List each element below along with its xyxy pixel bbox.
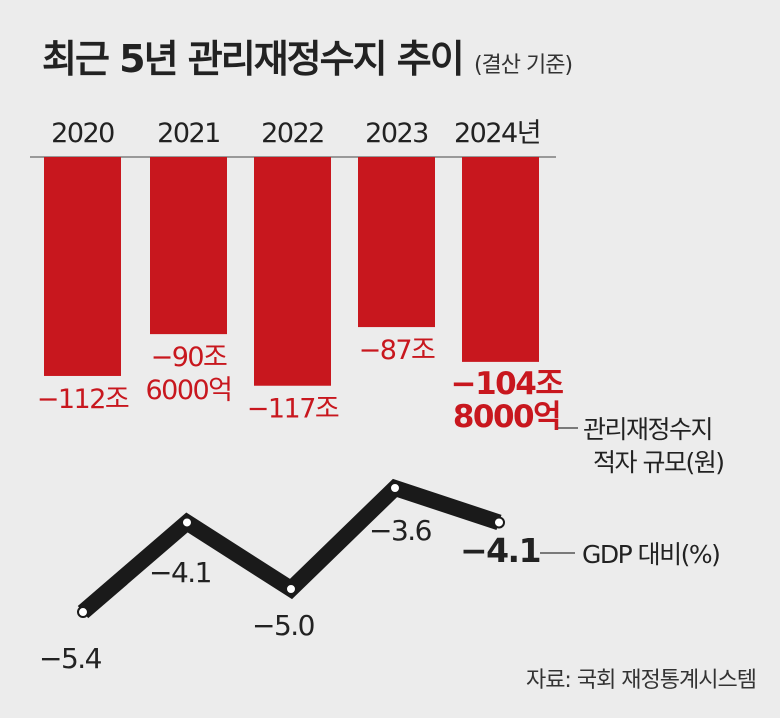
- line-data-label: −5.4: [39, 642, 102, 675]
- bar-data-label: −117조: [247, 394, 339, 425]
- x-tick-label: 2022: [261, 118, 324, 149]
- x-tick-label: 2020: [51, 118, 114, 149]
- line-point: [389, 482, 401, 494]
- line-data-label: −3.6: [369, 514, 432, 547]
- line-data-label: −4.1: [460, 531, 540, 570]
- line-point: [181, 516, 193, 529]
- bar-data-label: 6000억: [145, 375, 231, 406]
- bar-data-label: −104조: [451, 366, 564, 402]
- title-text: 최근 5년 관리재정수지 추이: [42, 37, 465, 81]
- bar: [462, 157, 539, 362]
- x-tick-label: 2021: [157, 118, 220, 149]
- x-tick-label: 2023: [365, 118, 428, 149]
- bar-series-label: 적자 규모(원): [593, 448, 723, 477]
- x-tick-label: 2024년: [454, 118, 540, 149]
- line-point: [493, 516, 505, 529]
- line-data-label: −5.0: [252, 609, 314, 642]
- source-note: 자료: 국회 재정통계시스템: [525, 668, 757, 693]
- bar: [150, 157, 227, 335]
- chart-title: 최근 5년 관리재정수지 추이 (결산 기준): [42, 28, 573, 83]
- line-point: [285, 583, 297, 595]
- bar-series-label: 관리재정수지: [583, 415, 712, 444]
- bar: [44, 157, 121, 376]
- line-point: [77, 606, 89, 619]
- bar-data-label: 8000억: [453, 399, 560, 435]
- bar-data-label: −90조: [151, 342, 227, 373]
- bar: [254, 157, 331, 386]
- line-data-label: −4.1: [149, 556, 211, 589]
- bar-data-label: −112조: [37, 384, 129, 415]
- chart-subtitle: (결산 기준): [473, 53, 573, 78]
- bar-data-label: −87조: [359, 335, 435, 366]
- line-series-label: GDP 대비(%): [582, 540, 719, 569]
- bar: [358, 157, 435, 328]
